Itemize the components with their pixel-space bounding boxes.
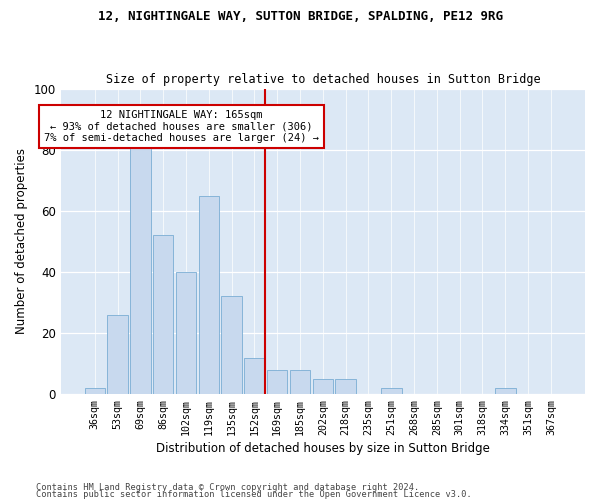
Bar xyxy=(221,296,242,394)
Bar xyxy=(107,314,128,394)
Text: Contains public sector information licensed under the Open Government Licence v3: Contains public sector information licen… xyxy=(36,490,472,499)
Bar xyxy=(130,132,151,394)
Bar xyxy=(153,236,173,394)
Text: Contains HM Land Registry data © Crown copyright and database right 2024.: Contains HM Land Registry data © Crown c… xyxy=(36,484,419,492)
Bar xyxy=(199,196,219,394)
Bar xyxy=(244,358,265,394)
Y-axis label: Number of detached properties: Number of detached properties xyxy=(15,148,28,334)
Text: 12 NIGHTINGALE WAY: 165sqm
← 93% of detached houses are smaller (306)
7% of semi: 12 NIGHTINGALE WAY: 165sqm ← 93% of deta… xyxy=(44,110,319,143)
Bar xyxy=(290,370,310,394)
X-axis label: Distribution of detached houses by size in Sutton Bridge: Distribution of detached houses by size … xyxy=(156,442,490,455)
Bar xyxy=(313,379,333,394)
Bar xyxy=(176,272,196,394)
Bar xyxy=(381,388,401,394)
Bar xyxy=(335,379,356,394)
Text: 12, NIGHTINGALE WAY, SUTTON BRIDGE, SPALDING, PE12 9RG: 12, NIGHTINGALE WAY, SUTTON BRIDGE, SPAL… xyxy=(97,10,503,23)
Title: Size of property relative to detached houses in Sutton Bridge: Size of property relative to detached ho… xyxy=(106,73,540,86)
Bar xyxy=(85,388,105,394)
Bar xyxy=(267,370,287,394)
Bar xyxy=(495,388,515,394)
